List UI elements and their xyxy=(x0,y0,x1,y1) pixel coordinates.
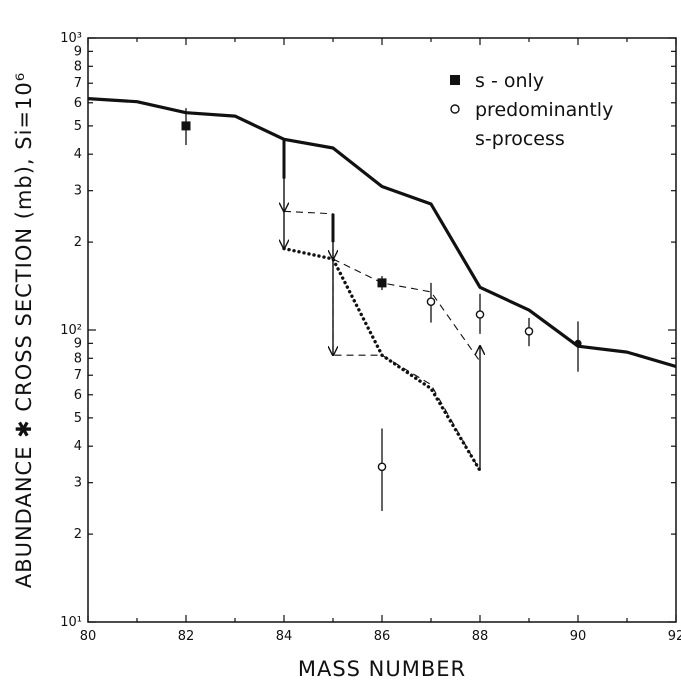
legend-label: predominantly xyxy=(475,99,613,121)
ticks-layer xyxy=(87,37,677,623)
series-line-dashed xyxy=(332,258,481,362)
y-tick-label: 4 xyxy=(74,439,82,454)
legend-label: s-process xyxy=(475,128,565,150)
y-tick-label: 3 xyxy=(74,184,82,199)
legend-circle-icon xyxy=(450,104,460,114)
x-tick-label: 84 xyxy=(276,629,293,644)
x-tick-label: 88 xyxy=(472,629,489,644)
y-tick-label: 5 xyxy=(74,411,82,426)
series-line-solid-thick xyxy=(87,97,677,369)
legend-square-icon xyxy=(450,75,460,85)
y-tick-label: 5 xyxy=(74,119,82,134)
y-tick-label: 2 xyxy=(74,235,82,250)
y-tick-label: 3 xyxy=(74,476,82,491)
y-tick-label: 4 xyxy=(74,147,82,162)
point-s-only xyxy=(377,278,387,288)
y-tick-label: 10² xyxy=(60,323,82,338)
y-axis-title: ABUNDANCE ✱ CROSS SECTION (mb), Si=10⁶ xyxy=(12,72,36,588)
legend: s - only predominantly s-process xyxy=(450,70,613,150)
legend-label: s - only xyxy=(475,70,544,92)
point-predominantly-s xyxy=(475,310,485,319)
y-tick-label: 6 xyxy=(74,388,82,403)
points-layer xyxy=(181,108,582,511)
x-tick-label: 92 xyxy=(668,629,681,644)
y-tick-label: 8 xyxy=(74,351,82,366)
y-tick-label: 7 xyxy=(74,368,82,383)
point-predominantly-s xyxy=(524,326,534,336)
y-tick-label: 10³ xyxy=(60,31,82,46)
y-tick-label: 9 xyxy=(74,44,82,59)
point-filled xyxy=(574,339,582,347)
point-predominantly-s xyxy=(377,462,387,472)
y-tick-label: 6 xyxy=(74,96,82,111)
y-tick-label: 9 xyxy=(74,336,82,351)
y-tick-label: 8 xyxy=(74,59,82,74)
series-line-dotted-thick xyxy=(282,246,482,473)
x-tick-label: 86 xyxy=(374,629,391,644)
point-s-only xyxy=(181,121,191,131)
x-tick-label: 82 xyxy=(178,629,195,644)
x-tick-label: 90 xyxy=(570,629,587,644)
x-tick-label: 80 xyxy=(80,629,97,644)
point-predominantly-s xyxy=(426,297,436,307)
y-tick-label: 10¹ xyxy=(60,615,82,630)
series-line-dashed xyxy=(283,210,481,471)
x-axis-title: MASS NUMBER xyxy=(298,657,466,681)
y-tick-label: 2 xyxy=(74,527,82,542)
y-tick-label: 7 xyxy=(74,76,82,91)
plot-frame xyxy=(87,37,677,623)
